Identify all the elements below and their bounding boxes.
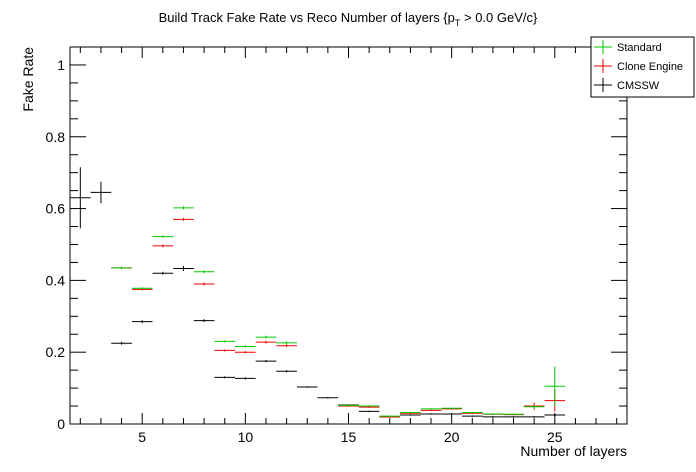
data-point	[400, 414, 421, 416]
data-point	[131, 287, 153, 290]
data-markers	[70, 167, 566, 418]
y-tick-label: 0.8	[46, 129, 66, 145]
data-point	[317, 397, 339, 399]
data-point	[482, 416, 504, 418]
legend-entry-clone-engine: Clone Engine	[594, 59, 683, 73]
chart-title: Build Track Fake Rate vs Reco Number of …	[159, 10, 538, 28]
data-point	[461, 411, 483, 414]
series-standard	[111, 206, 566, 417]
data-point	[214, 376, 236, 379]
data-point	[152, 271, 174, 275]
x-tick-label: 5	[138, 429, 146, 445]
data-point	[503, 416, 524, 418]
data-point	[173, 217, 194, 221]
data-point	[255, 340, 277, 344]
data-point	[152, 235, 174, 239]
data-point	[461, 415, 483, 417]
data-point	[70, 167, 91, 229]
axes: 5 10 15 20 25 0 0.2 0.4 0.6 0.8 1	[46, 46, 627, 445]
data-point	[379, 415, 401, 417]
data-point	[131, 320, 153, 324]
x-tick-label: 25	[547, 429, 563, 445]
x-tick-label: 15	[341, 429, 357, 445]
legend-label: CMSSW	[617, 80, 660, 92]
data-point	[111, 266, 132, 269]
data-point	[400, 411, 421, 414]
data-point	[173, 206, 194, 210]
data-point	[235, 377, 256, 380]
y-axis-label: Fake Rate	[20, 47, 36, 112]
y-tick-label: 0.6	[46, 201, 66, 217]
data-point	[276, 341, 297, 345]
data-point	[214, 340, 236, 343]
legend-label: Clone Engine	[617, 61, 683, 73]
legend: Standard Clone Engine CMSSW	[590, 36, 695, 98]
data-point	[420, 409, 442, 412]
data-point	[193, 270, 215, 274]
data-point	[235, 351, 256, 354]
data-point	[338, 404, 359, 407]
legend-label: Standard	[617, 42, 662, 54]
data-point	[358, 410, 380, 413]
data-point	[235, 345, 256, 348]
data-point	[255, 335, 277, 339]
data-point	[111, 341, 132, 345]
data-point	[523, 416, 545, 418]
data-point	[152, 244, 174, 248]
data-point	[441, 407, 462, 409]
data-point	[503, 413, 524, 416]
legend-entry-standard: Standard	[594, 40, 662, 54]
legend-entry-cmssw: CMSSW	[594, 78, 660, 92]
data-point	[420, 408, 442, 410]
data-point	[255, 360, 277, 363]
x-axis-label: Number of layers	[520, 443, 627, 459]
y-tick-label: 0	[57, 416, 65, 432]
data-point	[173, 266, 194, 272]
data-point	[276, 370, 297, 373]
data-point	[544, 413, 566, 417]
x-tick-label: 20	[444, 429, 460, 445]
data-point	[214, 349, 236, 352]
data-point	[420, 413, 442, 415]
data-point	[193, 319, 215, 323]
x-tick-label: 10	[238, 429, 254, 445]
y-tick-label: 1	[57, 57, 65, 73]
y-tick-label: 0.2	[46, 344, 66, 360]
data-point	[276, 344, 297, 348]
data-point	[296, 386, 318, 388]
data-point	[90, 181, 112, 204]
data-point	[358, 405, 380, 407]
data-point	[193, 282, 215, 286]
y-tick-label: 0.4	[46, 272, 66, 288]
data-point	[482, 413, 504, 415]
data-point	[441, 413, 462, 415]
data-point	[523, 404, 545, 409]
data-point	[544, 366, 566, 407]
